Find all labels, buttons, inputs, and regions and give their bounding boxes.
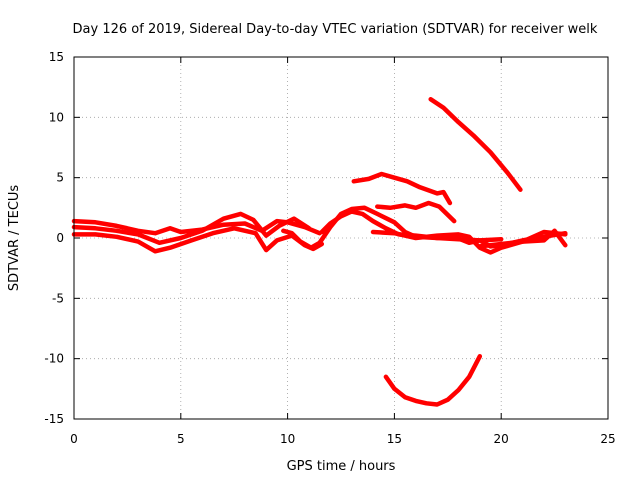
x-tick-label: 15 — [387, 432, 402, 446]
series-line-arc-b — [71, 211, 312, 246]
chart-title: Day 126 of 2019, Sidereal Day-to-day VTE… — [73, 22, 598, 37]
x-tick-label: 5 — [177, 432, 185, 446]
series-line-arc-i — [375, 200, 457, 224]
series-line-arc-g — [477, 228, 568, 249]
y-tick-label: 10 — [49, 110, 64, 124]
series-line-arc-h — [351, 171, 453, 206]
y-tick-label: -5 — [52, 291, 64, 305]
y-tick-label: -10 — [44, 352, 64, 366]
y-tick-label: 0 — [56, 231, 64, 245]
x-tick-label: 0 — [70, 432, 78, 446]
x-tick-label: 20 — [494, 432, 509, 446]
y-axis-label: SDTVAR / TECUs — [7, 185, 22, 292]
x-tick-label: 25 — [600, 432, 615, 446]
axis-tick-labels: 0 5 10 15 20 25 -15 -10 -5 0 5 10 15 — [44, 50, 615, 446]
x-tick-label: 10 — [280, 432, 295, 446]
y-tick-label: -15 — [44, 412, 64, 426]
series-layer — [71, 96, 568, 407]
y-tick-label: 5 — [56, 171, 64, 185]
x-axis-label: GPS time / hours — [287, 459, 396, 474]
axis-ticks — [73, 56, 609, 420]
series-line-arc-k — [383, 354, 483, 407]
series-line-arc-j — [428, 96, 523, 192]
y-tick-label: 15 — [49, 50, 64, 64]
